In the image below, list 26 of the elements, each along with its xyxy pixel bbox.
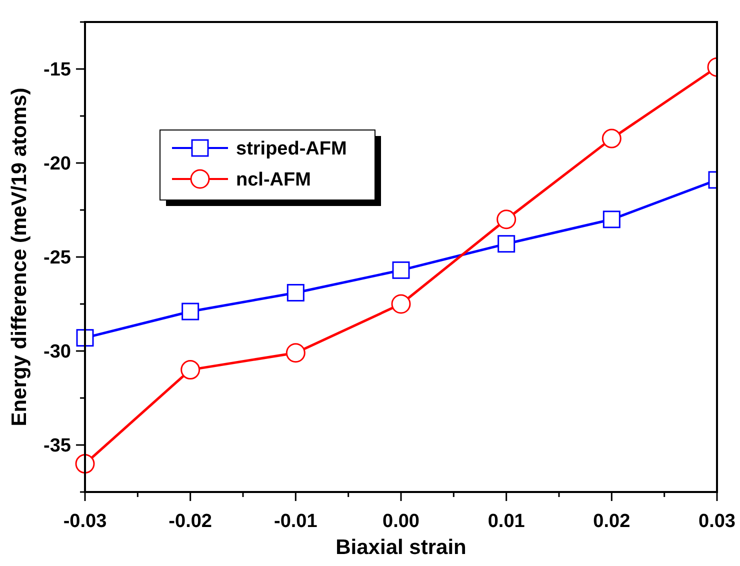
- x-tick-label: -0.02: [168, 511, 212, 532]
- x-tick-label: -0.01: [274, 511, 318, 532]
- point: [498, 235, 516, 253]
- point: [286, 284, 304, 302]
- point: [286, 343, 306, 363]
- legend-label: striped-AFM: [236, 138, 347, 160]
- legend-label: ncl-AFM: [236, 170, 311, 191]
- point: [180, 360, 200, 380]
- x-tick-label: -0.03: [63, 511, 107, 532]
- y-tick-label: -25: [44, 248, 72, 269]
- point: [182, 302, 200, 320]
- x-tick-label: 0.00: [382, 511, 420, 532]
- y-axis-title: Energy difference (meV/19 atoms): [8, 88, 31, 426]
- y-tick-label: -35: [44, 436, 72, 457]
- y-tick-label: -30: [44, 342, 71, 363]
- y-tick-label: -20: [44, 154, 71, 175]
- x-tick-label: 0.02: [593, 511, 630, 532]
- x-tick-label: 0.03: [698, 511, 736, 532]
- point: [602, 128, 622, 148]
- point: [392, 261, 410, 279]
- x-axis-title: Biaxial strain: [336, 536, 466, 559]
- point: [391, 294, 411, 314]
- point: [496, 210, 516, 230]
- x-tick-label: 0.01: [488, 511, 526, 532]
- y-tick-label: -15: [44, 60, 72, 81]
- point: [602, 210, 620, 228]
